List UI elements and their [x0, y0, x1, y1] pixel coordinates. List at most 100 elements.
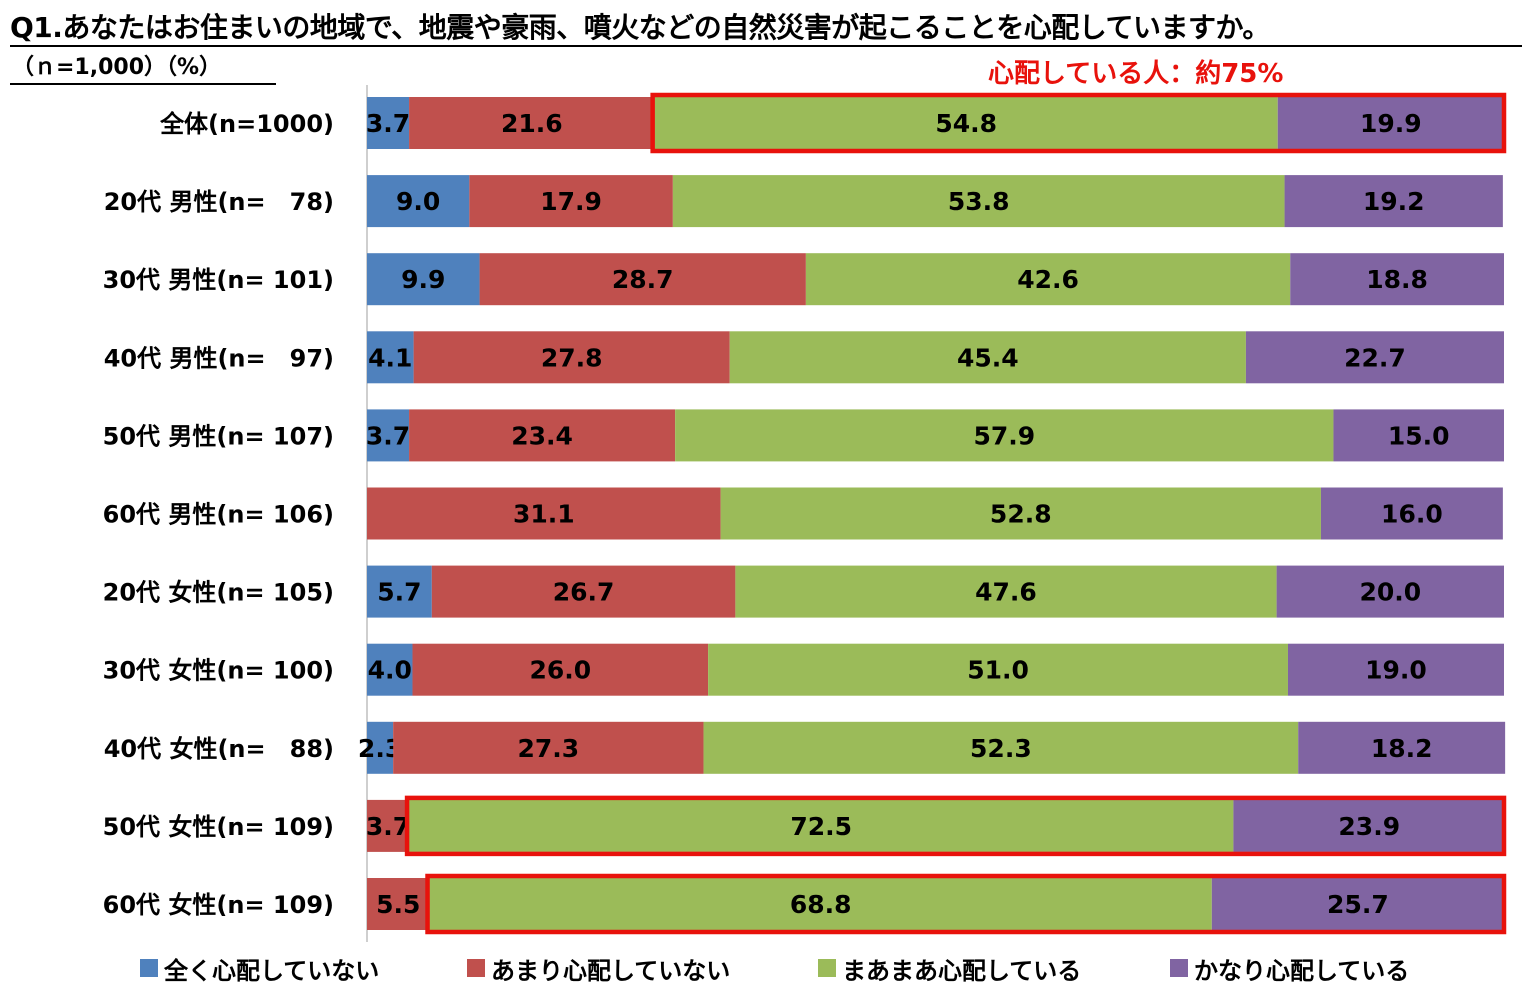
bar-segment — [412, 643, 709, 696]
bar-segment — [1233, 799, 1506, 852]
data-label: 51.0 — [967, 656, 1029, 685]
bar-segment — [703, 721, 1299, 774]
data-label: 47.6 — [975, 578, 1037, 607]
bar-segment — [367, 97, 410, 149]
bar-segment — [1277, 97, 1504, 149]
bar-segment — [431, 565, 736, 618]
bar-segment — [805, 253, 1291, 306]
bar-segment — [1287, 643, 1504, 696]
stacked-bar-chart: 全体(n=1000) 3.7 21.6 54.8 19.9 20代 男性(n= 78) 9.… — [103, 85, 1507, 942]
category-label: 40代 女性(n= 88) — [104, 735, 334, 763]
bar-segment — [409, 409, 676, 462]
chart-subtitle: （ｎ=1,000）（%） — [12, 55, 222, 80]
category-label: 20代 女性(n= 105) — [103, 579, 334, 607]
category-label: 30代 男性(n= 101) — [103, 266, 334, 294]
data-label: 5.5 — [376, 890, 420, 919]
bar-segment — [1245, 331, 1504, 384]
data-label: 28.7 — [612, 265, 674, 294]
bar-segment — [1211, 878, 1504, 930]
data-label: 16.0 — [1381, 500, 1443, 529]
data-label: 42.6 — [1017, 265, 1079, 294]
legend-label: 全く心配していない — [164, 956, 380, 985]
data-label: 3.7 — [366, 421, 410, 450]
data-label: 57.9 — [973, 421, 1035, 450]
bar-segment — [1290, 253, 1504, 306]
bar-segment — [367, 878, 430, 930]
data-label: 19.2 — [1363, 187, 1425, 216]
data-label: 15.0 — [1388, 421, 1450, 450]
bar-segment — [413, 331, 730, 384]
bar-segment — [367, 565, 432, 618]
data-label: 27.3 — [518, 734, 580, 763]
data-label: 54.8 — [935, 109, 997, 138]
data-label: 21.6 — [501, 109, 563, 138]
data-label: 27.8 — [541, 343, 603, 372]
bar-segment — [409, 799, 1234, 852]
data-label: 20.0 — [1359, 578, 1421, 607]
chart-title: Q1.あなたはお住まいの地域で、地震や豪雨、噴火などの自然災害が起こることを心配… — [10, 11, 1270, 44]
data-label: 72.5 — [790, 812, 852, 841]
bar-segment — [1298, 721, 1506, 774]
bar-segment — [654, 97, 1278, 149]
data-label: 9.0 — [396, 187, 440, 216]
highlight-box — [650, 92, 1507, 154]
data-label: 19.0 — [1365, 656, 1427, 685]
bar-segment — [675, 409, 1334, 462]
legend-label: まあまあ心配している — [842, 956, 1082, 985]
data-label: 18.2 — [1371, 734, 1433, 763]
subtitle-underline — [10, 83, 276, 85]
data-label: 25.7 — [1327, 890, 1389, 919]
data-label: 4.1 — [368, 343, 412, 372]
category-label: 50代 女性(n= 109) — [103, 813, 334, 841]
category-label: 40代 男性(n= 97) — [104, 344, 334, 372]
bar-segment — [720, 487, 1321, 540]
data-label: 3.7 — [366, 812, 410, 841]
category-label: 50代 男性(n= 107) — [103, 422, 334, 450]
data-label: 18.8 — [1366, 265, 1428, 294]
bar-segment — [429, 878, 1212, 930]
title-underline — [10, 45, 1522, 47]
bar-segment — [729, 331, 1246, 384]
bar-segment — [1320, 487, 1503, 540]
category-label: 60代 女性(n= 109) — [103, 891, 334, 919]
data-label: 45.4 — [957, 343, 1019, 372]
bar-segment — [1284, 175, 1503, 228]
category-label: 30代 女性(n= 100) — [103, 657, 334, 685]
data-label: 23.9 — [1338, 812, 1400, 841]
data-label: 22.7 — [1344, 343, 1406, 372]
bar-segment — [367, 643, 413, 696]
data-label: 17.9 — [540, 187, 602, 216]
bar-segment — [735, 565, 1277, 618]
legend-item: かなり心配している — [1170, 948, 1409, 988]
bar-segment — [672, 175, 1285, 228]
data-label: 4.0 — [368, 656, 412, 685]
bar-segment — [1333, 409, 1504, 462]
chart-legend: 全く心配していない あまり心配していない まあまあ心配している かなり心配している — [0, 948, 1535, 988]
bar-segment — [469, 175, 673, 228]
bar-segment — [409, 97, 655, 149]
bar-segment — [367, 487, 721, 540]
legend-swatch — [140, 959, 158, 977]
bar-segment — [708, 643, 1288, 696]
data-label: 26.7 — [553, 578, 615, 607]
bar-segment — [1276, 565, 1504, 618]
data-label: 23.4 — [511, 421, 573, 450]
highlight-annotation: 心配している人：約75% — [988, 59, 1284, 89]
bar-segment — [367, 253, 480, 306]
legend-item: 全く心配していない — [140, 948, 379, 988]
bar-segment — [367, 799, 410, 852]
legend-label: あまり心配していない — [491, 956, 731, 985]
data-label: 68.8 — [790, 890, 852, 919]
bar-segment — [367, 409, 410, 462]
legend-swatch — [818, 959, 836, 977]
legend-item: まあまあ心配している — [818, 948, 1081, 988]
category-label: 60代 男性(n= 106) — [103, 501, 334, 529]
legend-label: かなり心配している — [1194, 956, 1410, 985]
legend-swatch — [467, 959, 485, 977]
category-label: 20代 男性(n= 78) — [104, 188, 334, 216]
data-label: 26.0 — [529, 656, 591, 685]
data-label: 52.3 — [970, 734, 1032, 763]
category-label: 全体(n=1000) — [159, 110, 334, 138]
data-label: 3.7 — [366, 109, 410, 138]
data-label: 53.8 — [948, 187, 1010, 216]
